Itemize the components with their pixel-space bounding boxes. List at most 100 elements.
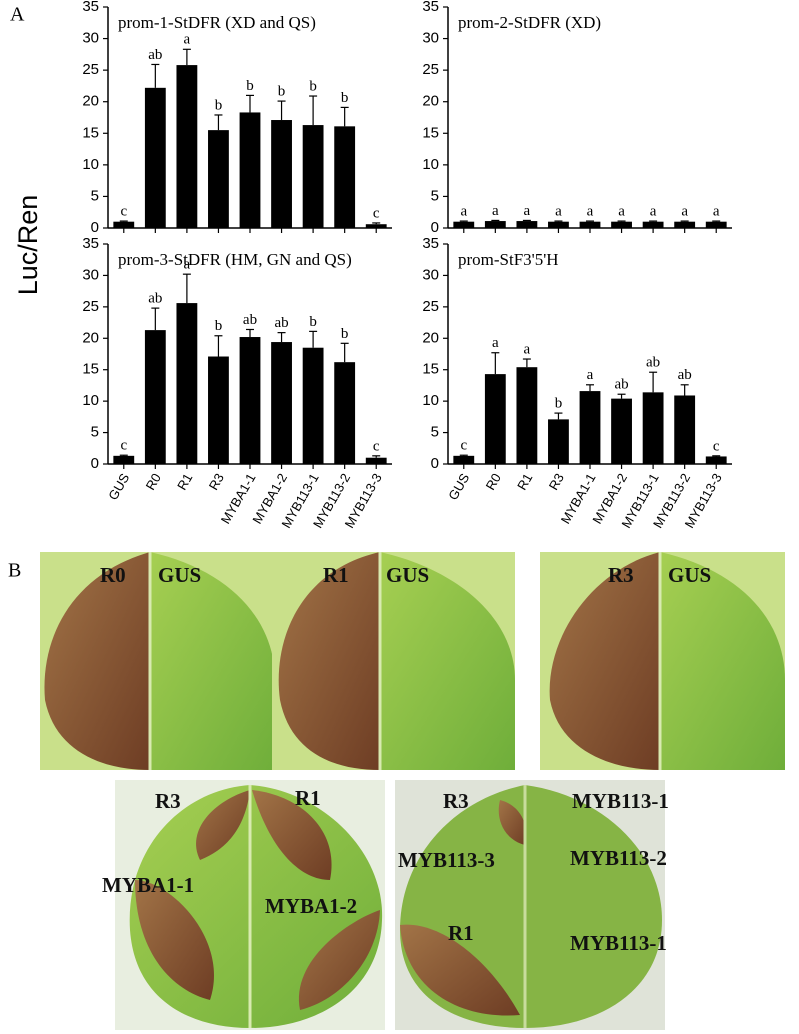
error-bar (277, 332, 286, 343)
error-bar (309, 330, 318, 348)
bar (516, 367, 538, 464)
bar (239, 112, 261, 228)
significance-letter: a (587, 203, 594, 219)
bar (113, 455, 135, 464)
bar (516, 221, 538, 228)
bar (208, 356, 229, 464)
error-bar (214, 335, 223, 357)
significance-letter: c (713, 438, 720, 454)
y-tick-label: 25 (82, 298, 99, 315)
error-bar (712, 220, 721, 222)
leaf-label: MYB113-1 (570, 931, 667, 955)
significance-letter: a (713, 203, 720, 219)
panel-label: A (10, 4, 25, 26)
bar (642, 392, 664, 464)
bar (548, 419, 569, 464)
bar (674, 395, 696, 464)
leaf-photo: R3 GUS (540, 552, 785, 770)
error-bar (459, 454, 468, 456)
x-tick-label: R0 (483, 471, 504, 493)
bar (208, 130, 229, 228)
bar (705, 456, 727, 464)
y-tick-label: 0 (91, 455, 99, 472)
bar (484, 221, 506, 228)
significance-letter: b (309, 78, 317, 94)
significance-letter: ab (148, 291, 162, 307)
significance-letter: c (120, 203, 127, 219)
leaf-photo: R0 GUS (40, 552, 275, 770)
y-tick-label: 35 (82, 0, 99, 15)
bar (302, 347, 324, 464)
y-tick-label: 20 (82, 329, 99, 346)
bar (611, 221, 632, 228)
significance-letter: ab (243, 312, 257, 328)
error-bar (680, 384, 689, 396)
y-tick-label: 5 (431, 187, 439, 204)
error-bar (649, 371, 658, 393)
bar (365, 457, 387, 464)
y-tick-label: 15 (82, 124, 99, 141)
error-bar (680, 220, 689, 222)
error-bar (372, 222, 381, 225)
chart-title: prom-3-StDFR (HM, GN and QS) (118, 250, 352, 269)
bar (484, 374, 506, 464)
significance-letter: c (460, 438, 467, 454)
y-tick-label: 30 (82, 266, 99, 283)
error-bar (119, 454, 128, 456)
significance-letter: a (555, 203, 562, 219)
leaf-label: MYB113-2 (570, 846, 667, 870)
bar-chart: prom-StF3'5'H 0 5 10 15 20 25 30 35 c GUS a R0 a R1 b R3… (422, 235, 732, 531)
significance-letter: b (341, 326, 349, 342)
bar (611, 398, 632, 464)
bar (271, 342, 292, 464)
bar (334, 362, 356, 464)
y-tick-label: 20 (422, 93, 439, 110)
error-bar (182, 48, 191, 66)
leaf-label: R1 (323, 563, 349, 587)
bar-chart: prom-2-StDFR (XD) 0 5 10 15 20 25 30 35 a a a a a a a a a (422, 0, 732, 236)
leaf-label: GUS (386, 563, 429, 587)
bar (302, 125, 324, 228)
leaf-label: GUS (668, 563, 711, 587)
bar (579, 221, 601, 228)
error-bar (586, 384, 594, 392)
bar (239, 337, 261, 464)
y-tick-label: 0 (431, 219, 439, 236)
leaf-label: R1 (295, 786, 321, 810)
y-tick-label: 15 (422, 124, 439, 141)
bar (365, 224, 387, 228)
y-tick-label: 0 (91, 219, 99, 236)
x-tick-label: R0 (143, 471, 164, 493)
error-bar (372, 455, 381, 458)
significance-letter: a (681, 203, 688, 219)
significance-letter: c (373, 205, 380, 221)
leaf-label: R3 (443, 789, 469, 813)
significance-letter: ab (678, 367, 692, 383)
significance-letter: a (492, 335, 499, 351)
error-bar (151, 307, 160, 331)
bar (705, 221, 727, 228)
significance-letter: a (492, 203, 499, 219)
leaf-label: R0 (100, 563, 126, 587)
bar (176, 303, 198, 464)
y-tick-label: 25 (422, 298, 439, 315)
error-bar (214, 114, 223, 131)
y-tick-label: 25 (422, 61, 439, 78)
panel-label: B (8, 560, 21, 582)
significance-letter: a (184, 32, 191, 48)
bar (674, 221, 696, 228)
y-tick-label: 0 (431, 455, 439, 472)
significance-letter: b (555, 396, 563, 412)
error-bar (151, 63, 160, 88)
error-bar (554, 220, 563, 222)
significance-letter: b (246, 78, 254, 94)
bar (271, 120, 292, 228)
error-bar (617, 393, 626, 399)
y-tick-label: 30 (422, 30, 439, 47)
bar-chart: prom-3-StDFR (HM, GN and QS) 0 5 10 15 20 25 30… (82, 235, 392, 531)
y-tick-label: 30 (422, 266, 439, 283)
significance-letter: a (524, 341, 531, 357)
chart-title: prom-StF3'5'H (458, 250, 559, 269)
y-tick-label: 20 (422, 329, 439, 346)
